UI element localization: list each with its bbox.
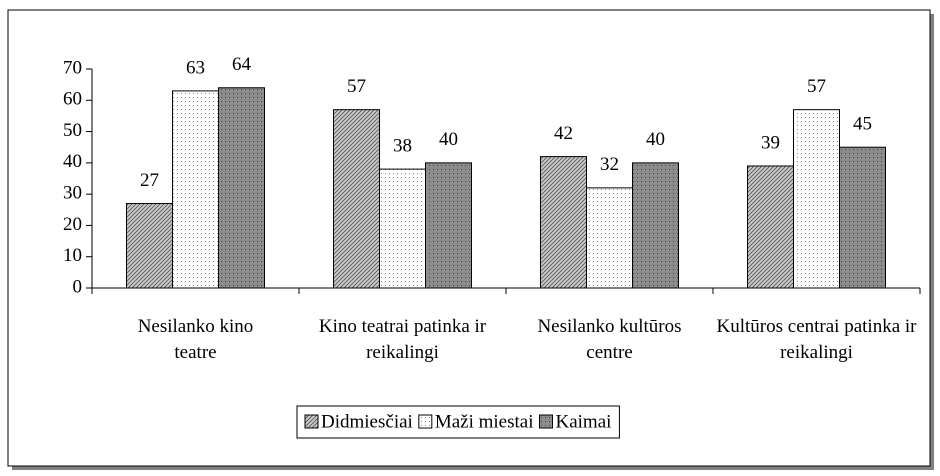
bar [793, 109, 840, 289]
y-tick-label: 70 [63, 57, 82, 78]
x-tick-label: Nesilanko kino teatre [137, 316, 254, 363]
x-tick-label: Kino teatrai patinka ir reikalingi [318, 316, 487, 363]
data-label: 32 [600, 154, 619, 175]
legend-label: Didmiesčiai [321, 411, 413, 432]
y-tick-label: 20 [63, 214, 82, 235]
data-label: 63 [186, 57, 205, 78]
y-tick-label: 40 [63, 151, 82, 172]
bar [839, 146, 886, 289]
y-tick-label: 30 [63, 183, 82, 204]
bar [218, 87, 265, 289]
legend-swatch [304, 414, 319, 429]
data-label: 57 [347, 76, 366, 97]
bar [172, 90, 219, 289]
legend-swatch [538, 414, 553, 429]
x-tick-label: Kultūros centrai patinka ir reikalingi [716, 316, 917, 363]
y-tick-label: 10 [63, 245, 82, 266]
bar [586, 187, 633, 289]
data-label: 27 [140, 170, 159, 191]
data-label: 39 [761, 132, 780, 153]
x-tick-label: Nesilanko kultūros centre [537, 316, 682, 363]
legend-label: Kaimai [555, 411, 611, 432]
legend: Didmiesčiai Maži miestai Kaimai [304, 411, 611, 432]
data-label: 40 [646, 129, 665, 150]
bar [333, 109, 380, 289]
data-label: 38 [393, 135, 412, 156]
y-tick-label: 50 [63, 120, 82, 141]
bar [425, 162, 472, 289]
bar [126, 203, 173, 289]
data-label: 45 [853, 114, 872, 135]
data-label: 40 [439, 129, 458, 150]
bar [540, 156, 587, 289]
bar [747, 165, 794, 289]
y-tick-label: 0 [73, 276, 83, 297]
bar [632, 162, 679, 289]
legend-label: Maži miestai [435, 411, 534, 432]
data-label: 42 [554, 123, 573, 144]
bar [379, 168, 426, 289]
data-label: 64 [232, 54, 252, 75]
y-tick-label: 60 [63, 89, 82, 110]
legend-swatch [418, 414, 433, 429]
legend-box [296, 405, 620, 439]
data-label: 57 [807, 76, 826, 97]
